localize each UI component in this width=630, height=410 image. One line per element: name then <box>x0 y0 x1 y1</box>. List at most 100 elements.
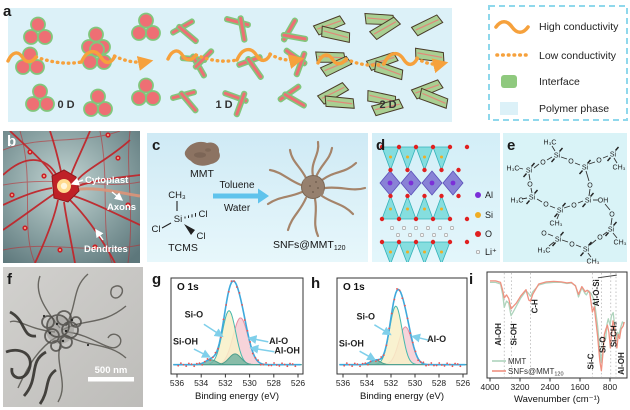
annotation-arrow-icon <box>193 348 212 358</box>
particle-0d <box>145 25 161 41</box>
low-conductivity-path <box>415 56 449 74</box>
data-point <box>430 362 433 364</box>
bond <box>589 239 597 246</box>
panel-letter-c: c <box>152 137 160 154</box>
panel-d-crystal: Al Si O Li⁺ <box>372 133 500 262</box>
tem-dark-dots <box>42 314 90 347</box>
atom-label-O: O <box>587 183 593 190</box>
peak-label-C-H: C-H <box>531 299 540 313</box>
annotation-arrow-icon <box>374 324 392 336</box>
particle-1d-rod <box>178 90 199 114</box>
xps-chart-h: 536 534 532 530 528 526 Binding energy (eV) O 1… <box>336 277 470 402</box>
data-point <box>190 363 193 366</box>
bond <box>551 145 556 152</box>
bond <box>585 170 590 182</box>
methyl-tick <box>612 221 618 226</box>
annotation-Al-OH: Al-OH <box>274 346 300 356</box>
particle-1d-rod <box>280 31 309 43</box>
annotation-arrow-icon <box>249 344 275 354</box>
ftir-chart-i: Al-OH Si-OH C-H Si-CSi-O Si-CH₃ Al-OH Al-O-Si 4… <box>481 271 628 405</box>
panel-letter-g: g <box>152 271 161 288</box>
si-atom <box>406 207 409 211</box>
particle-0d <box>131 90 147 106</box>
axons-label: Axons <box>107 202 136 213</box>
particle-0d <box>25 96 41 112</box>
panel-letter-h: h <box>311 275 320 292</box>
scene-label-2d: 2 D <box>379 99 396 111</box>
dendrites-label: Dendrites <box>84 244 128 255</box>
methyl-tick <box>558 147 564 152</box>
data-point <box>222 318 225 321</box>
data-point <box>217 347 220 350</box>
data-point <box>353 362 356 365</box>
atom-legend: Al Si O Li⁺ <box>475 190 497 257</box>
annotation-arrow-icon <box>203 323 224 338</box>
hashed-wedge-bond <box>184 213 196 219</box>
data-point <box>393 298 396 301</box>
tick-label: 530 <box>408 378 422 388</box>
particle-scene <box>6 12 449 118</box>
data-point <box>427 364 430 366</box>
data-point <box>233 280 236 283</box>
o-atom <box>396 144 402 150</box>
li-atom <box>419 233 424 238</box>
dendrite-fibers <box>3 131 140 263</box>
data-point <box>396 288 398 290</box>
methyl-tick <box>551 242 557 247</box>
data-point <box>214 351 217 354</box>
data-point <box>456 363 459 365</box>
tem-aggregate <box>41 310 82 352</box>
data-point <box>235 286 238 288</box>
low-conductivity-path <box>34 55 84 65</box>
bond <box>575 244 582 248</box>
panel-letter-a: a <box>3 3 12 20</box>
data-point <box>385 344 388 347</box>
tick-label: 532 <box>384 378 398 388</box>
atom-label-O: O <box>527 182 533 189</box>
scene-label-1d: 1 D <box>215 99 232 111</box>
annotation-Si-OH: Si-OH <box>339 339 364 349</box>
chart-title: O 1s <box>177 282 199 293</box>
xps-chart-g: 536 534 532 530 528 526 Binding energy (eV) O 1… <box>170 277 305 402</box>
flake-inner-line <box>373 21 397 35</box>
particle-1d-rod <box>245 56 264 80</box>
mmt-label: MMT <box>190 168 214 180</box>
tick-label: 4000 <box>481 382 500 392</box>
si-atom <box>423 155 426 159</box>
particle-0d <box>23 29 39 45</box>
tick-label: 534 <box>360 378 374 388</box>
flake-inner-line <box>415 84 440 94</box>
o-atom <box>464 144 470 150</box>
bond <box>574 162 581 166</box>
data-point <box>406 317 409 320</box>
legend-label-Si: Si <box>485 210 493 220</box>
data-point <box>367 363 369 366</box>
o-atom <box>388 193 393 199</box>
data-point <box>270 364 273 367</box>
o-atom <box>396 216 402 222</box>
snf-speckles <box>309 181 319 193</box>
data-point <box>187 362 190 365</box>
tick-label: 526 <box>291 378 305 388</box>
panel-letter-i: i <box>469 271 473 288</box>
o-atom <box>413 216 419 222</box>
legend-label-high: High conductivity <box>539 21 619 33</box>
scale-bar-label: 500 nm <box>95 365 128 376</box>
o-atom <box>430 239 436 245</box>
methyl-tick <box>587 241 593 246</box>
data-point <box>451 365 454 368</box>
data-point <box>446 362 449 365</box>
atom-label-H₃C: H₃C <box>538 248 551 255</box>
peak-label-Al-OH: Al-OH <box>617 352 626 375</box>
o-atom <box>447 216 453 222</box>
o-atom <box>430 144 436 150</box>
o-atom <box>422 167 427 173</box>
bond <box>521 197 528 200</box>
annotation-Si-O: Si-O <box>357 312 376 322</box>
peak-pointer-line <box>597 274 617 279</box>
scale-bar <box>88 377 134 382</box>
bond <box>587 252 592 258</box>
bond <box>528 173 531 181</box>
